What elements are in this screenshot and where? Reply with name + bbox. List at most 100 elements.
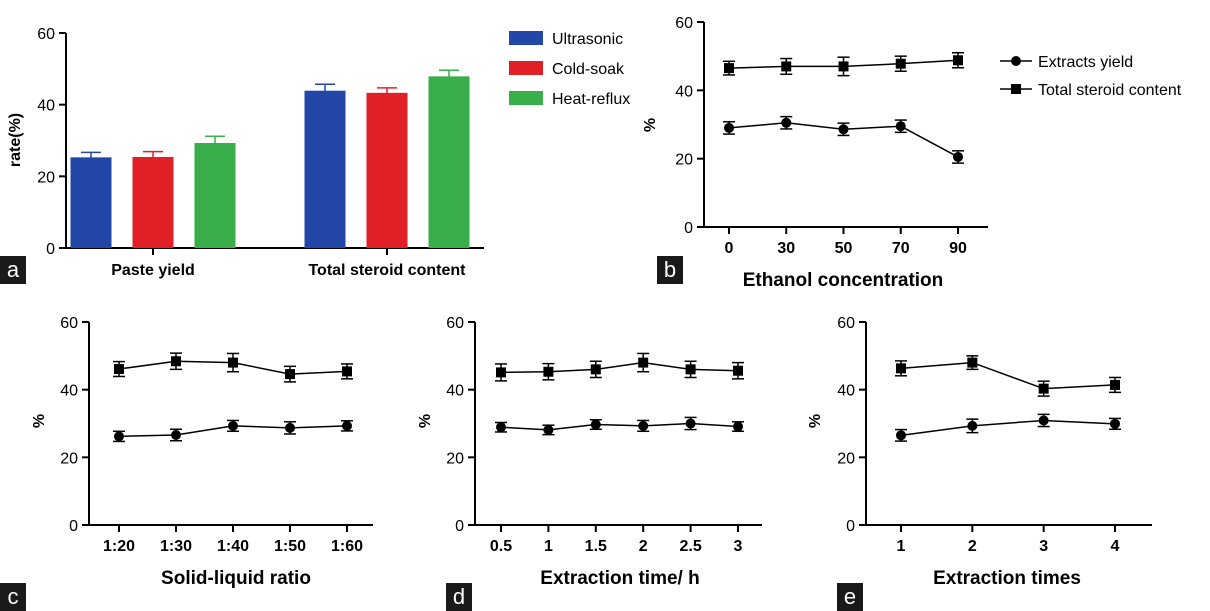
panel-a-x-tick-label: Total steroid content <box>308 262 466 279</box>
panel-d-point-circle <box>543 424 554 435</box>
panel-c-point-square <box>342 366 352 377</box>
panel-d-y-tick-label: 20 <box>446 450 464 467</box>
panel-a-legend-swatch <box>509 61 543 75</box>
panel-b-legend-label: Extracts yield <box>1038 54 1133 71</box>
panel-e-series-line <box>900 419 1116 437</box>
panel-e-y-tick-label: 60 <box>837 315 855 332</box>
panel-e-point-circle <box>896 430 906 441</box>
panel-a-legend-swatch <box>509 91 543 105</box>
panel-c-x-tick-label: 1:30 <box>160 538 192 555</box>
panel-e-x-tick-label: 1 <box>897 538 906 555</box>
panel-b-point-circle <box>838 124 849 135</box>
panel-d-point-circle <box>733 421 743 432</box>
panel-c-y-tick-label: 60 <box>60 315 78 332</box>
panel-b-y-axis-label: % <box>642 118 659 132</box>
panel-c-y-axis-label: % <box>31 414 48 428</box>
panel-e-y-tick-label: 0 <box>846 518 855 535</box>
panel-b-legend-marker <box>1011 56 1021 66</box>
panel-b-y-tick-label: 60 <box>675 15 693 32</box>
panel-b-legend-label: Total steroid content <box>1038 82 1182 99</box>
panel-b-x-axis-label: Ethanol concentration <box>743 270 944 291</box>
panel-e-y-tick-label: 20 <box>837 450 855 467</box>
panel-c-point-square <box>228 357 238 368</box>
panel-d-point-square <box>543 366 554 377</box>
panel-e-x-tick-label: 2 <box>968 538 977 555</box>
panel-c-point-circle <box>228 420 238 431</box>
panel-label-a: a <box>0 256 26 284</box>
panel-c-y-tick-label: 20 <box>60 450 78 467</box>
panel-b-point-circle <box>724 122 734 133</box>
panel-c-point-circle <box>342 420 352 431</box>
panel-e-y-axis-label: % <box>807 414 824 428</box>
panel-e-x-axis-label: Extraction times <box>933 568 1081 589</box>
panel-c-x-axis-label: Solid-liquid ratio <box>161 568 311 589</box>
panel-b-point-square <box>895 58 906 69</box>
panel-d-x-tick-label: 1.5 <box>585 538 607 555</box>
panel-c-point-square <box>114 364 124 375</box>
panel-d-y-tick-label: 40 <box>446 383 464 400</box>
panel-a-legend-swatch <box>509 31 543 45</box>
panel-d-y-tick-label: 0 <box>455 518 464 535</box>
panel-d-x-tick-label: 2 <box>639 538 648 555</box>
panel-d-x-tick-label: 2.5 <box>679 538 701 555</box>
panel-d-point-circle <box>590 419 601 430</box>
panel-c-y-tick-label: 0 <box>69 518 78 535</box>
panel-c-x-tick-label: 1:40 <box>217 538 249 555</box>
panel-b-point-circle <box>781 117 792 128</box>
panel-a-bar <box>304 90 346 248</box>
panel-d-x-tick-label: 1 <box>544 538 553 555</box>
panel-c-point-circle <box>171 430 181 441</box>
panel-e-point-circle <box>967 420 978 431</box>
panel-b-y-tick-label: 20 <box>675 152 693 169</box>
panel-a-y-tick-label: 20 <box>37 169 55 186</box>
panel-e-series-line <box>900 361 1116 390</box>
panel-b-x-tick-label: 0 <box>725 240 734 257</box>
panel-d-point-square <box>685 364 696 375</box>
panel-e-x-tick-label: 3 <box>1039 538 1048 555</box>
panel-a-bar <box>366 92 408 248</box>
panel-d-x-tick-label: 0.5 <box>490 538 512 555</box>
panel-d-y-tick-label: 60 <box>446 315 464 332</box>
panel-a-legend-label: Ultrasonic <box>552 31 623 48</box>
panel-b-y-tick-label: 40 <box>675 83 693 100</box>
panel-a-bar <box>428 76 470 248</box>
panel-d-series-line <box>500 422 739 431</box>
panel-e-point-circle <box>1038 415 1049 426</box>
panel-b-point-circle <box>953 151 963 162</box>
panel-b-point-square <box>781 61 792 72</box>
panel-b-x-tick-label: 30 <box>777 240 795 257</box>
panel-e-point-square <box>896 363 906 374</box>
panel-c-x-tick-label: 1:60 <box>331 538 363 555</box>
panel-a-y-tick-label: 40 <box>37 98 55 115</box>
panel-d-point-circle <box>685 418 696 429</box>
panel-d-point-circle <box>496 422 506 433</box>
panel-a-legend-label: Heat-reflux <box>552 91 630 108</box>
panel-b-point-square <box>724 63 734 74</box>
panel-c-x-tick-label: 1:50 <box>274 538 306 555</box>
panel-d-point-square <box>733 365 743 376</box>
panel-b-point-square <box>953 55 963 66</box>
panel-b-x-tick-label: 50 <box>835 240 853 257</box>
panel-e-point-square <box>1038 383 1049 394</box>
panel-e-point-circle <box>1110 418 1120 429</box>
panel-d-point-square <box>590 364 601 375</box>
panel-e-point-square <box>1110 379 1120 390</box>
panel-a-bar <box>194 143 236 248</box>
panel-c-point-square <box>285 369 295 380</box>
panel-a-y-tick-label: 60 <box>37 26 55 43</box>
panel-d-point-circle <box>638 420 649 431</box>
panel-c-x-tick-label: 1:20 <box>103 538 135 555</box>
panel-d-point-square <box>496 367 506 378</box>
panel-label-e: e <box>837 583 863 611</box>
panel-label-b: b <box>657 256 683 284</box>
panel-d-x-tick-label: 3 <box>734 538 743 555</box>
panel-e-x-tick-label: 4 <box>1111 538 1120 555</box>
panel-a-x-tick-label: Paste yield <box>111 262 195 279</box>
panel-b-point-square <box>838 61 849 72</box>
panel-label-c: c <box>0 583 26 611</box>
panel-d-series-line <box>500 361 739 374</box>
panel-c-point-circle <box>114 431 124 442</box>
panel-b-y-tick-label: 0 <box>684 220 693 237</box>
